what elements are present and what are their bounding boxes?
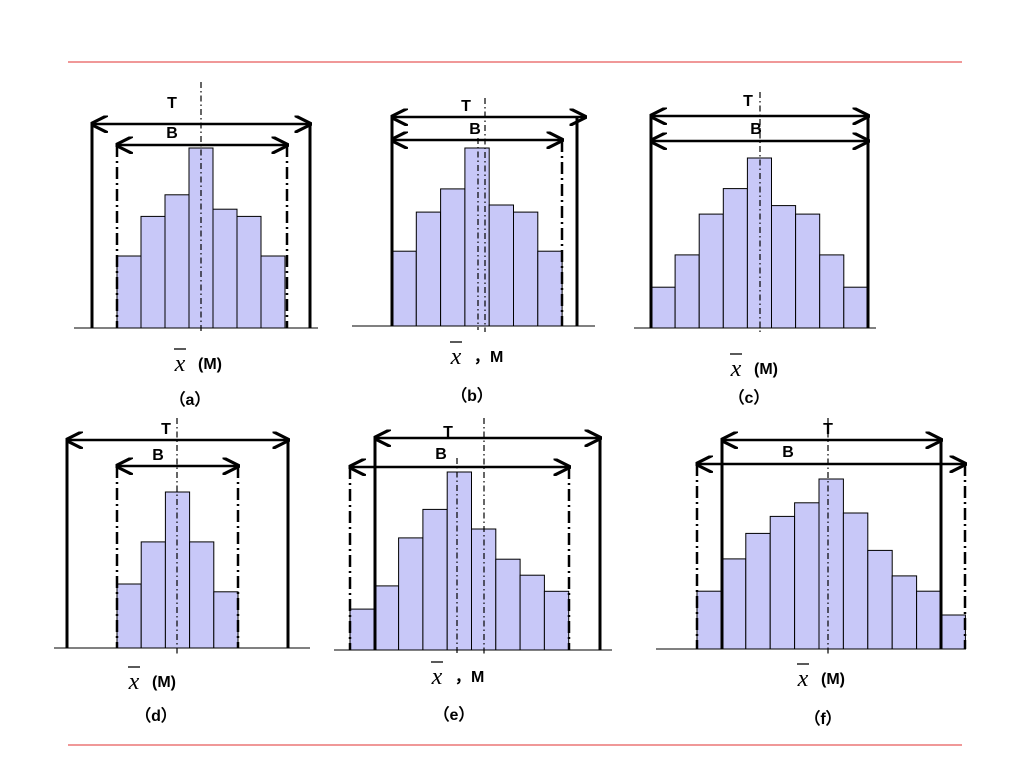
panel-f: T Bx (M) （f） <box>656 418 966 728</box>
histogram-bar <box>140 215 166 329</box>
panel-caption: （c） <box>729 389 770 407</box>
panel-d: TBx (M) （d） <box>54 418 310 725</box>
mean-symbol: x <box>450 344 462 370</box>
histogram-bar <box>236 215 262 329</box>
histogram-bar <box>940 614 966 650</box>
mean-symbol: x <box>797 666 809 692</box>
histogram-bar <box>537 250 563 327</box>
histogram-bar <box>213 591 239 649</box>
center-label: (M) <box>152 674 176 691</box>
histogram-bar <box>843 286 869 329</box>
histogram-bar <box>422 508 448 651</box>
panel-caption: （d） <box>135 707 177 725</box>
histogram-bar <box>495 558 521 651</box>
histogram-bar <box>745 532 771 650</box>
histogram-bar <box>674 254 700 329</box>
histogram-bar <box>164 194 190 329</box>
label-B: B <box>750 121 762 138</box>
histogram-bar <box>794 502 820 650</box>
label-T: T <box>823 421 833 438</box>
histogram-bar <box>513 211 539 327</box>
panel-caption: （f） <box>804 710 841 728</box>
histogram-bar <box>440 188 466 327</box>
label-B: B <box>435 446 447 463</box>
histogram-bar <box>842 512 869 650</box>
histogram-bar <box>398 537 424 651</box>
label-T: T <box>167 95 177 112</box>
histogram-bar <box>519 574 545 651</box>
label-B: B <box>782 444 794 461</box>
mean-symbol: x <box>730 356 742 382</box>
histogram-bar <box>140 541 166 649</box>
panel-b: TBx ，M （b） <box>352 98 595 405</box>
label-B: B <box>469 121 481 138</box>
label-T: T <box>743 93 753 110</box>
histogram-bar <box>698 213 724 329</box>
mean-symbol: x <box>128 669 140 695</box>
histogram-bar <box>543 590 570 651</box>
histogram-bar <box>720 558 747 650</box>
label-T: T <box>443 424 453 441</box>
histogram-bar <box>722 188 748 329</box>
histogram-bar <box>349 608 375 651</box>
panel-caption: （a） <box>170 391 211 409</box>
center-label: (M) <box>198 356 222 373</box>
panel-c: TBx (M) （c） <box>634 92 876 407</box>
center-label: (M) <box>821 671 845 688</box>
panel-caption: （b） <box>451 387 493 405</box>
histogram-bar <box>891 575 918 650</box>
label-T: T <box>461 98 471 115</box>
histogram-bar <box>391 250 417 327</box>
label-B: B <box>166 125 178 142</box>
histogram-bar <box>916 590 942 650</box>
histogram-bar <box>818 478 844 650</box>
center-label: (M) <box>754 361 778 378</box>
histogram-bar <box>116 583 142 649</box>
label-B: B <box>152 447 164 464</box>
histogram-bar <box>260 255 286 329</box>
label-T: T <box>161 421 171 438</box>
histogram-bar <box>650 286 676 329</box>
histogram-bar <box>488 204 515 327</box>
histogram-bar <box>373 585 400 651</box>
panel-e: TBx ，M （e） <box>334 418 612 724</box>
center-label: ，M <box>474 349 503 366</box>
panels-layer: TBx (M)（a）TBx ，M（b）TBx (M)（c）TBx (M)（d）TBx ，M… <box>54 82 966 728</box>
mean-symbol: x <box>431 664 443 690</box>
histogram-bar <box>415 211 442 327</box>
histogram-bar <box>771 205 797 329</box>
histogram-bar <box>867 549 893 650</box>
mean-symbol: x <box>174 351 186 377</box>
histogram-bar <box>795 213 821 329</box>
histogram-bar <box>189 541 215 649</box>
panel-a: TBx (M) （a） <box>74 82 318 409</box>
histogram-bar <box>446 471 473 651</box>
panel-caption: （e） <box>434 706 475 724</box>
histogram-bar <box>769 515 796 650</box>
histogram-bar <box>819 254 845 329</box>
histogram-bar <box>116 255 142 329</box>
center-label: ，M <box>455 669 484 686</box>
histogram-bar <box>696 590 722 650</box>
histogram-bar <box>212 208 238 329</box>
